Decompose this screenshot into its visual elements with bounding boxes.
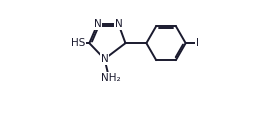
Text: NH₂: NH₂ [101, 73, 121, 83]
Text: N: N [115, 19, 122, 29]
Text: I: I [196, 38, 199, 48]
Text: N: N [101, 54, 108, 64]
Text: HS: HS [71, 38, 85, 48]
Text: N: N [94, 19, 101, 29]
